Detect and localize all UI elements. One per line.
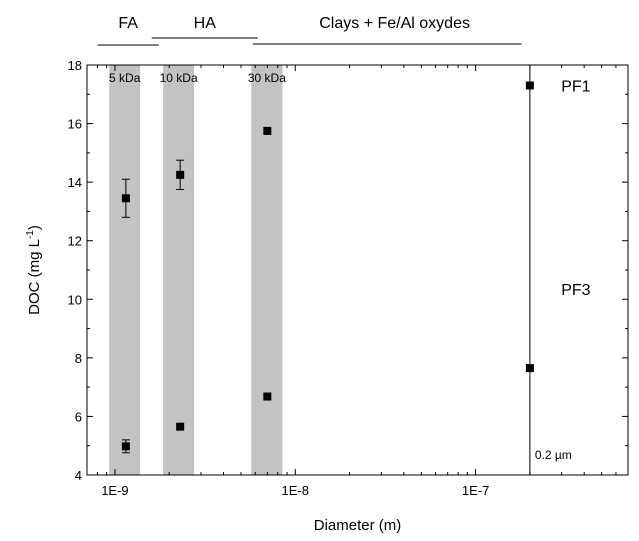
data-point (525, 364, 534, 373)
y-tick-label: 16 (68, 117, 82, 132)
y-tick-label: 12 (68, 234, 82, 249)
x-tick-label: 1E-8 (282, 483, 309, 498)
fraction-regions: FA HA Clays + Fe/Al oxydes (97, 15, 522, 46)
y-tick-label: 18 (68, 58, 82, 73)
plot-axes: 4 6 8 10 12 14 16 18 1E-9 1E-8 1E-7 (68, 58, 629, 498)
size-bands: 5 kDa 10 kDa 30 kDa (109, 65, 286, 475)
data-point (525, 81, 534, 90)
y-axis-title-close: ) (26, 225, 43, 230)
y-axis-title: DOC (mg L-1) (25, 225, 43, 315)
x-tick-label: 1E-7 (462, 483, 489, 498)
y-axis-title-main: DOC (mg L (26, 239, 43, 315)
cutoff-label: 0.2 µm (535, 448, 572, 462)
x-tick-label: 1E-9 (101, 483, 128, 498)
band-label: 10 kDa (160, 71, 198, 85)
region-label: Clays + Fe/Al oxydes (319, 15, 470, 32)
vertical-reference-line: 0.2 µm (529, 65, 572, 475)
data-point (121, 442, 130, 451)
size-band (251, 65, 283, 475)
y-tick-label: 10 (68, 292, 82, 307)
data-point (176, 170, 185, 179)
data-point (121, 194, 130, 203)
y-axis-title-sup: -1 (25, 230, 36, 239)
series-label: PF3 (561, 282, 590, 299)
y-tick-label: 6 (75, 409, 82, 424)
series-label: PF1 (561, 79, 590, 96)
band-label: 5 kDa (109, 71, 141, 85)
chart-labels: Diameter (m) DOC (mg L-1) PF1 PF3 (25, 79, 591, 535)
region-label: HA (194, 15, 217, 32)
y-tick-label: 14 (68, 175, 82, 190)
y-tick-label: 4 (75, 468, 82, 483)
x-axis-title: Diameter (m) (314, 517, 402, 534)
data-points (121, 81, 534, 451)
y-tick-label: 8 (75, 351, 82, 366)
band-label: 30 kDa (248, 71, 286, 85)
size-band (109, 65, 141, 475)
region-label: FA (118, 15, 138, 32)
data-point (263, 392, 272, 401)
size-band (163, 65, 195, 475)
data-point (176, 422, 185, 431)
data-point (263, 126, 272, 135)
